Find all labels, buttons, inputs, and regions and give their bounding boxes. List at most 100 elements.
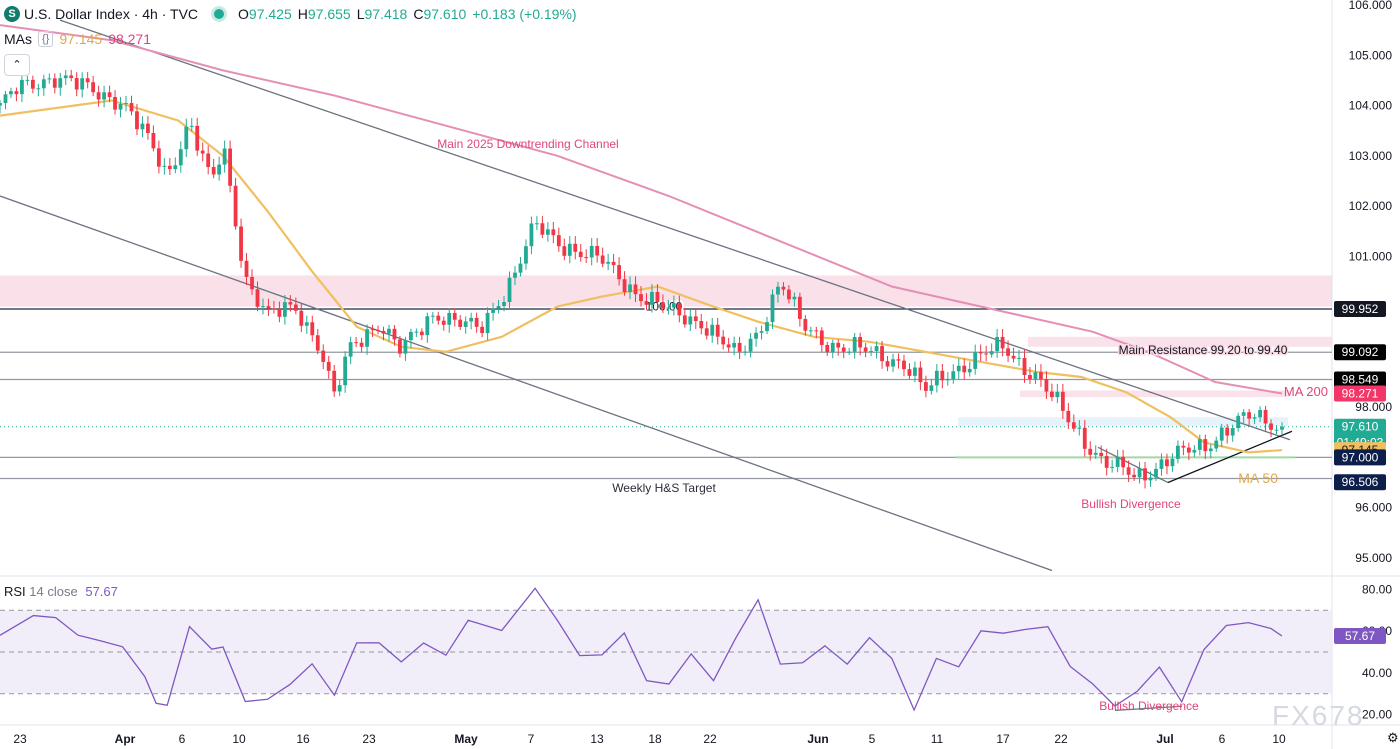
candle — [107, 92, 112, 98]
symbol-logo-icon[interactable]: S — [4, 6, 20, 22]
candle — [1186, 447, 1191, 453]
candle — [124, 102, 128, 104]
settings-icon[interactable]: ⚙ — [1387, 730, 1399, 745]
axis-label-96506: 96.506 — [1342, 475, 1379, 489]
market-status-icon[interactable] — [214, 9, 225, 19]
rsi-label[interactable]: RSI — [4, 584, 26, 599]
candle — [1170, 458, 1175, 467]
candle — [540, 223, 545, 235]
candle — [819, 330, 824, 345]
candle — [759, 331, 764, 333]
channel-lower-line — [0, 195, 1053, 572]
candle — [825, 344, 830, 353]
candle — [869, 351, 874, 353]
axis-label-96506-bg — [1334, 474, 1386, 491]
candle — [299, 310, 304, 326]
axis-label-ma200: 98.271 — [1342, 387, 1379, 401]
candle — [447, 312, 452, 325]
candle — [600, 255, 605, 264]
candle — [808, 330, 813, 332]
candle — [140, 123, 145, 130]
candle — [343, 356, 348, 386]
rsi-axis-tick: 40.00 — [1362, 666, 1392, 680]
candle — [20, 79, 24, 95]
annotation-weekly-target: Weekly H&S Target — [612, 481, 716, 495]
candle — [135, 111, 139, 130]
candle — [989, 351, 994, 355]
candle — [710, 324, 715, 336]
candle — [874, 346, 879, 352]
axis-label-99092: 99.092 — [1342, 345, 1379, 359]
time-axis-tick: 6 — [1219, 732, 1226, 746]
candle — [688, 316, 693, 325]
time-axis-tick: 22 — [1054, 732, 1068, 746]
candle — [304, 322, 309, 326]
collapse-legend-button[interactable]: ⌃ — [4, 54, 30, 76]
symbol-title[interactable]: U.S. Dollar Index · 4h · TVC — [24, 6, 199, 22]
candle — [414, 331, 419, 333]
rsi-axis-tick: 20.00 — [1362, 708, 1392, 722]
candle — [496, 306, 501, 309]
candle — [14, 91, 19, 95]
annotation-main-resistance: Main Resistance 99.20 to 99.40 — [1119, 343, 1288, 357]
candle — [156, 148, 161, 167]
candle — [929, 385, 934, 391]
candle — [545, 229, 550, 235]
time-axis-tick: 5 — [869, 732, 876, 746]
price-axis-tick: 95.000 — [1355, 551, 1392, 565]
candle — [754, 332, 758, 339]
resistance-zone — [0, 275, 1332, 307]
axis-label-99952-bg — [1334, 301, 1386, 318]
price-axis-tick: 105.000 — [1349, 48, 1393, 62]
candle — [1236, 415, 1241, 429]
time-axis-tick: 13 — [590, 732, 604, 746]
mas-legend[interactable]: MAs {} 97.145 98.271 — [4, 31, 151, 47]
price-axis-tick: 104.000 — [1349, 99, 1393, 113]
candle — [1082, 427, 1087, 449]
axis-label-97000-bg — [1334, 449, 1386, 466]
candle — [1028, 375, 1032, 379]
candle — [704, 328, 709, 336]
candle — [272, 308, 276, 310]
candle — [1000, 336, 1005, 349]
candle — [102, 92, 106, 100]
rsi-legend[interactable]: RSI 14 close 57.67 — [4, 584, 118, 599]
low-label: L — [356, 6, 365, 22]
candle — [244, 260, 249, 277]
candle — [1197, 439, 1202, 450]
mas-label[interactable]: MAs — [4, 31, 32, 47]
change-value: +0.183 (+0.19%) — [472, 6, 577, 22]
time-axis-tick: Apr — [115, 732, 136, 746]
candle — [392, 328, 397, 340]
candle — [85, 78, 90, 83]
candle — [1121, 456, 1126, 468]
candle — [146, 123, 150, 133]
close-label: C — [413, 6, 424, 22]
time-axis-tick: 6 — [179, 732, 186, 746]
candle — [984, 353, 989, 355]
candle — [74, 77, 79, 90]
candle — [726, 344, 731, 348]
mas-source-icon[interactable]: {} — [38, 31, 54, 47]
candle — [721, 336, 726, 345]
candle — [463, 321, 468, 327]
candle — [628, 284, 632, 293]
candle — [469, 317, 474, 322]
candle — [617, 265, 621, 280]
candle — [30, 79, 35, 89]
candle — [332, 370, 337, 392]
candle — [951, 371, 956, 379]
candle — [595, 245, 600, 256]
candle — [502, 302, 506, 307]
candle — [507, 277, 512, 303]
candle — [1230, 428, 1235, 436]
candle — [365, 329, 369, 347]
candle — [513, 272, 517, 278]
ma50-value: 97.145 — [59, 31, 103, 47]
time-axis-tick: 23 — [362, 732, 376, 746]
candle — [913, 367, 917, 376]
candle — [1077, 427, 1082, 429]
rsi-params: 14 close — [29, 584, 78, 599]
candle — [743, 351, 747, 353]
